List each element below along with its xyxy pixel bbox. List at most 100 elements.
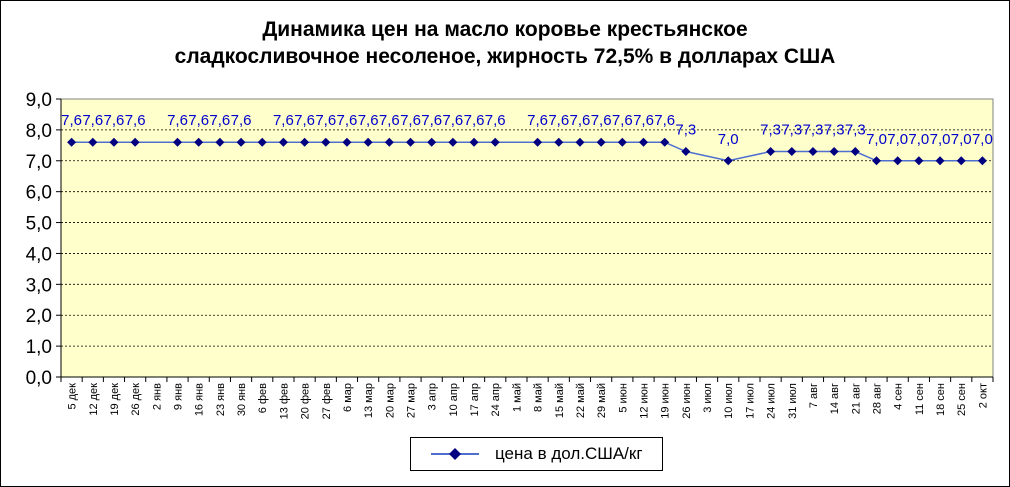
data-point — [893, 156, 903, 166]
y-tick-label: 0,0 — [26, 368, 52, 389]
chart-title-line2: сладкосливочное несоленое, жирность 72,5… — [174, 45, 836, 68]
data-label: 7,6 — [379, 112, 400, 129]
data-point — [681, 147, 691, 157]
y-tick-label: 1,0 — [26, 337, 52, 358]
x-tick-label: 5 июн — [617, 383, 629, 413]
data-label: 7,6 — [82, 112, 103, 129]
data-label: 7,6 — [125, 112, 146, 129]
data-point — [469, 137, 479, 147]
data-point — [850, 147, 860, 157]
chart-title-line1: Динамика цен на масло коровье крестьянск… — [262, 18, 748, 41]
data-label: 7,3 — [760, 122, 781, 139]
data-label: 7,0 — [908, 131, 929, 148]
series-line — [71, 141, 983, 162]
data-point — [829, 147, 839, 157]
data-point — [660, 137, 670, 147]
plot-area — [60, 98, 994, 378]
data-point — [914, 156, 924, 166]
data-point — [935, 156, 945, 166]
data-label: 7,6 — [612, 112, 633, 129]
y-tick-label: 6,0 — [26, 183, 52, 204]
x-tick-label: 15 май — [554, 383, 566, 418]
data-label: 7,3 — [803, 122, 824, 139]
data-label: 7,6 — [527, 112, 548, 129]
data-point — [787, 147, 797, 157]
x-tick-label: 2 янв — [151, 383, 163, 410]
x-tick-label: 27 мар — [406, 383, 418, 418]
data-point — [977, 156, 987, 166]
data-point — [639, 137, 648, 147]
data-label: 7,6 — [400, 112, 421, 129]
x-tick-label: 31 июл — [787, 383, 799, 419]
data-point — [533, 137, 543, 147]
x-tick-label: 22 май — [575, 383, 587, 418]
data-point — [130, 137, 140, 147]
x-tick-label: 30 янв — [236, 383, 248, 416]
data-label: 7,0 — [972, 131, 993, 148]
x-tick-label: 12 июн — [639, 383, 651, 419]
x-tick-label: 29 май — [596, 383, 608, 418]
x-tick-label: 19 июн — [660, 383, 672, 419]
y-tick-label: 2,0 — [26, 306, 52, 327]
x-tick-label: 14 авг — [829, 383, 841, 414]
data-label: 7,0 — [887, 131, 908, 148]
data-label: 7,6 — [485, 112, 506, 129]
y-tick-label: 8,0 — [26, 121, 52, 142]
y-tick-label: 5,0 — [26, 214, 52, 235]
y-tick-label: 9,0 — [26, 90, 52, 111]
data-label: 7,6 — [421, 112, 442, 129]
y-tick-label: 4,0 — [26, 244, 52, 265]
x-tick-label: 10 июл — [723, 383, 735, 419]
x-tick-label: 1 май — [511, 383, 523, 412]
x-tick-label: 9 янв — [173, 383, 185, 410]
data-label: 7,0 — [930, 131, 951, 148]
data-label: 7,6 — [231, 112, 252, 129]
x-tick-label: 19 дек — [109, 383, 121, 416]
data-label: 7,6 — [61, 112, 82, 129]
data-label: 7,6 — [294, 112, 315, 129]
x-tick-label: 13 фев — [278, 383, 290, 419]
x-tick-label: 26 июн — [681, 383, 693, 419]
data-label: 7,6 — [633, 112, 654, 129]
data-point — [363, 137, 373, 147]
x-tick-label: 28 авг — [872, 383, 884, 414]
data-label: 7,3 — [675, 122, 696, 139]
data-label: 7,6 — [358, 112, 379, 129]
data-point — [215, 137, 225, 147]
legend-marker — [431, 448, 479, 460]
x-tick-label: 26 дек — [130, 383, 142, 416]
data-point — [257, 137, 267, 147]
x-tick-label: 8 май — [533, 383, 545, 412]
data-point — [766, 147, 776, 157]
x-tick-label: 24 апр — [490, 383, 502, 416]
x-tick-label: 6 фев — [257, 383, 269, 413]
x-tick-label: 24 июл — [766, 383, 778, 419]
data-point — [88, 137, 98, 147]
y-tick-label: 7,0 — [26, 152, 52, 173]
data-label: 7,6 — [209, 112, 230, 129]
data-label: 7,3 — [845, 122, 866, 139]
x-tick-label: 7 авг — [808, 383, 820, 408]
legend: цена в дол.США/кг — [410, 437, 663, 471]
data-label: 7,3 — [781, 122, 802, 139]
legend-label: цена в дол.США/кг — [495, 444, 643, 463]
data-point — [554, 137, 564, 147]
data-point — [956, 156, 966, 166]
data-label: 7,6 — [315, 112, 336, 129]
x-tick-label: 2 окт — [977, 383, 989, 408]
x-tick-label: 11 сен — [914, 383, 926, 415]
x-tick-label: 10 апр — [448, 383, 460, 416]
x-tick-label: 5 дек — [67, 383, 79, 410]
x-tick-label: 25 сен — [956, 383, 968, 416]
data-point — [194, 137, 204, 147]
y-tick-label: 3,0 — [26, 275, 52, 296]
data-label: 7,6 — [570, 112, 591, 129]
data-label: 7,6 — [464, 112, 485, 129]
data-label: 7,6 — [548, 112, 569, 129]
x-tick-label: 4 сен — [893, 383, 905, 410]
data-point — [427, 137, 437, 147]
data-point — [109, 137, 119, 147]
data-label: 7,6 — [442, 112, 463, 129]
data-point — [173, 137, 182, 147]
data-point — [596, 137, 606, 147]
